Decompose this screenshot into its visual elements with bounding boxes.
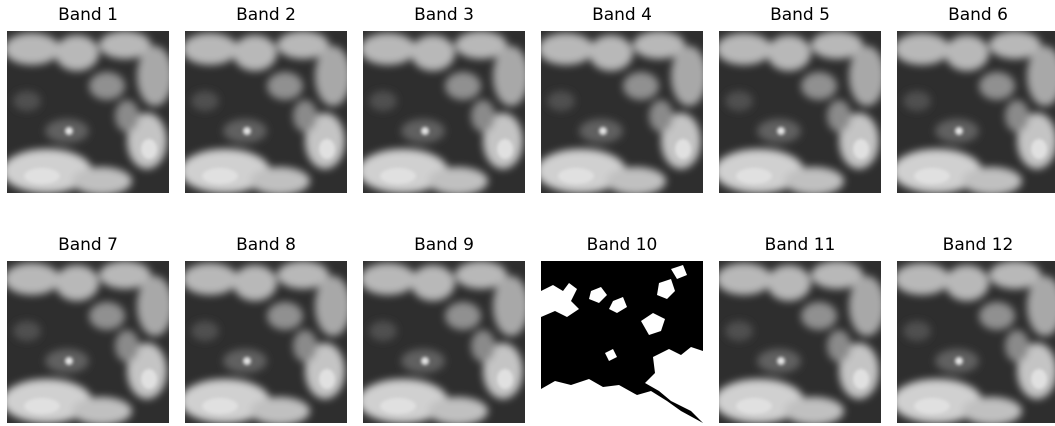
panel: Band 1 xyxy=(7,0,169,193)
panel-title: Band 6 xyxy=(897,0,1055,31)
panel-title: Band 10 xyxy=(541,230,703,261)
panel: Band 9 xyxy=(363,230,525,423)
panel: Band 5 xyxy=(719,0,881,193)
band-image xyxy=(7,261,169,423)
panel-title: Band 9 xyxy=(363,230,525,261)
panel-title: Band 1 xyxy=(7,0,169,31)
panel: Band 4 xyxy=(541,0,703,193)
panel: Band 2 xyxy=(185,0,347,193)
band-image xyxy=(185,31,347,193)
band-image xyxy=(363,261,525,423)
panel-title: Band 7 xyxy=(7,230,169,261)
band-image xyxy=(897,31,1055,193)
band-mask-image xyxy=(541,261,703,423)
panel-title: Band 12 xyxy=(897,230,1055,261)
band-image xyxy=(719,31,881,193)
panel-title: Band 5 xyxy=(719,0,881,31)
band-image xyxy=(185,261,347,423)
panel-title: Band 4 xyxy=(541,0,703,31)
panel-title: Band 2 xyxy=(185,0,347,31)
panel: Band 11 xyxy=(719,230,881,423)
panel-title: Band 3 xyxy=(363,0,525,31)
panel-title: Band 8 xyxy=(185,230,347,261)
panel: Band 6 xyxy=(897,0,1055,193)
panel: Band 8 xyxy=(185,230,347,423)
panel-title: Band 11 xyxy=(719,230,881,261)
band-image xyxy=(719,261,881,423)
figure: Band 1 Band 2 Band 3 Band 4 Band 5 Band … xyxy=(0,0,1055,426)
panel: Band 7 xyxy=(7,230,169,423)
band-image xyxy=(541,31,703,193)
panel: Band 10 xyxy=(541,230,703,423)
band-image xyxy=(363,31,525,193)
panel: Band 3 xyxy=(363,0,525,193)
panel: Band 12 xyxy=(897,230,1055,423)
band-image xyxy=(897,261,1055,423)
band-image xyxy=(7,31,169,193)
